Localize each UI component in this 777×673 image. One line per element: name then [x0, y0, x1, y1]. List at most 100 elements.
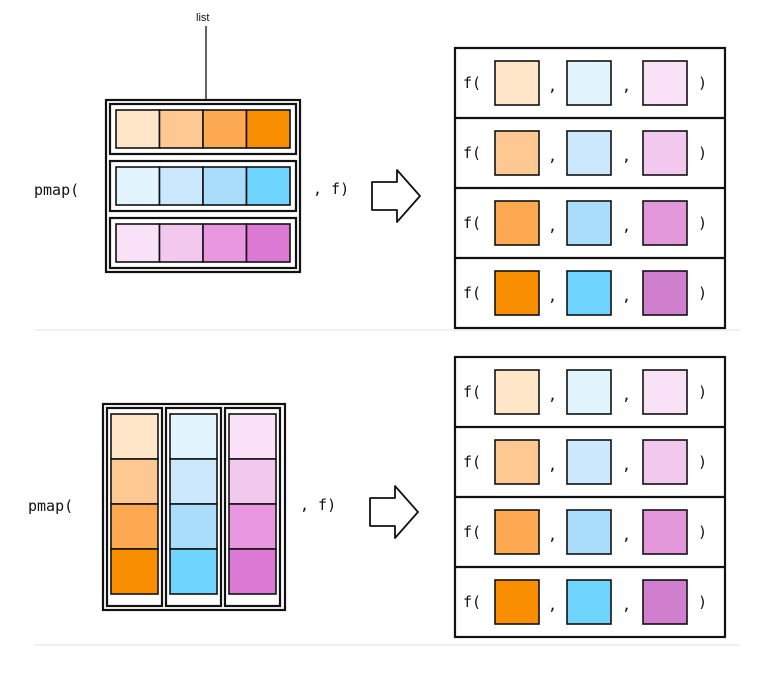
bottom-arg-orange-1	[494, 369, 540, 415]
list-label: list	[196, 12, 209, 24]
top-comma-1: ,	[548, 77, 557, 95]
bottom-arg-orange-2	[494, 439, 540, 485]
top-pmap-label: pmap(	[34, 181, 79, 199]
column-pink	[223, 406, 282, 608]
top-arg-orange-3	[494, 200, 540, 246]
bottom-arg-pink-3	[642, 509, 688, 555]
bottom-arg-blue-1	[566, 369, 612, 415]
top-comma-3: ,	[548, 217, 557, 235]
bottom-comma-4: ,	[548, 596, 557, 614]
top-results-table: f(,,) f(,,) f(,,) f(,,)	[453, 46, 727, 330]
list-element-blue	[108, 159, 298, 213]
cell-pink-3	[228, 503, 277, 550]
column-orange	[105, 406, 164, 608]
bottom-fn-call-2: f(	[463, 453, 481, 471]
bottom-input-dataframe	[101, 402, 287, 612]
cell-pink-2	[228, 458, 277, 505]
bottom-arg-blue-3	[566, 509, 612, 555]
cell-pink-4	[228, 548, 277, 595]
bottom-fn-call-1: f(	[463, 383, 481, 401]
bottom-arg-orange-3	[494, 509, 540, 555]
cell-orange-1	[115, 109, 161, 149]
top-arg-blue-4	[566, 270, 612, 316]
top-comma-4: ,	[548, 287, 557, 305]
cell-blue-1	[169, 413, 218, 460]
bottom-close-paren-3: )	[698, 523, 707, 541]
top-comma-2: ,	[622, 147, 631, 165]
bottom-close-paren-2: )	[698, 453, 707, 471]
cell-blue-3	[202, 166, 248, 206]
top-call-suffix: , f)	[313, 180, 349, 198]
bottom-arg-pink-4	[642, 579, 688, 625]
cell-pink-3	[202, 223, 248, 263]
cell-pink-2	[158, 223, 204, 263]
cell-blue-3	[169, 503, 218, 550]
cell-blue-4	[245, 166, 291, 206]
top-input-list	[104, 98, 302, 274]
top-arrow-icon	[371, 169, 421, 223]
outer-list-border	[104, 98, 302, 274]
bottom-close-paren-1: )	[698, 383, 707, 401]
bottom-comma-3: ,	[622, 526, 631, 544]
bottom-comma-1: ,	[622, 386, 631, 404]
top-comma-2: ,	[548, 147, 557, 165]
cell-pink-1	[228, 413, 277, 460]
cell-blue-4	[169, 548, 218, 595]
top-comma-1: ,	[622, 77, 631, 95]
bottom-pmap-label: pmap(	[28, 497, 73, 515]
bottom-arg-orange-4	[494, 579, 540, 625]
top-arg-orange-4	[494, 270, 540, 316]
bottom-arg-pink-1	[642, 369, 688, 415]
bottom-results-table: f(,,) f(,,) f(,,) f(,,)	[453, 355, 727, 639]
cell-orange-3	[202, 109, 248, 149]
top-fn-call-2: f(	[463, 144, 481, 162]
bottom-arg-pink-2	[642, 439, 688, 485]
top-arg-blue-1	[566, 60, 612, 106]
top-close-paren-2: )	[698, 144, 707, 162]
top-close-paren-1: )	[698, 74, 707, 92]
cell-orange-3	[110, 503, 159, 550]
top-comma-4: ,	[622, 287, 631, 305]
bottom-close-paren-4: )	[698, 593, 707, 611]
top-close-paren-4: )	[698, 284, 707, 302]
top-arg-pink-2	[642, 130, 688, 176]
top-arg-orange-2	[494, 130, 540, 176]
cell-blue-2	[169, 458, 218, 505]
cell-orange-4	[110, 548, 159, 595]
bottom-comma-3: ,	[548, 526, 557, 544]
bottom-call-suffix: , f)	[300, 496, 336, 514]
top-arg-blue-2	[566, 130, 612, 176]
bottom-arg-blue-2	[566, 439, 612, 485]
bottom-fn-call-3: f(	[463, 523, 481, 541]
top-close-paren-3: )	[698, 214, 707, 232]
top-arg-orange-1	[494, 60, 540, 106]
bottom-comma-2: ,	[548, 456, 557, 474]
bottom-arg-blue-4	[566, 579, 612, 625]
cell-orange-4	[245, 109, 291, 149]
top-fn-call-3: f(	[463, 214, 481, 232]
outer-dataframe-border	[101, 402, 287, 612]
list-element-pink	[108, 216, 298, 270]
cell-orange-2	[158, 109, 204, 149]
cell-blue-1	[115, 166, 161, 206]
cell-orange-1	[110, 413, 159, 460]
cell-pink-4	[245, 223, 291, 263]
bottom-comma-1: ,	[548, 386, 557, 404]
bottom-fn-call-4: f(	[463, 593, 481, 611]
bottom-arrow-icon	[369, 485, 419, 539]
top-arg-blue-3	[566, 200, 612, 246]
cell-blue-2	[158, 166, 204, 206]
top-fn-call-1: f(	[463, 74, 481, 92]
top-fn-call-4: f(	[463, 284, 481, 302]
bottom-comma-4: ,	[622, 596, 631, 614]
top-arg-pink-4	[642, 270, 688, 316]
list-element-orange	[108, 102, 298, 156]
column-blue	[164, 406, 223, 608]
bottom-comma-2: ,	[622, 456, 631, 474]
top-arg-pink-3	[642, 200, 688, 246]
top-comma-3: ,	[622, 217, 631, 235]
top-arg-pink-1	[642, 60, 688, 106]
cell-pink-1	[115, 223, 161, 263]
cell-orange-2	[110, 458, 159, 505]
